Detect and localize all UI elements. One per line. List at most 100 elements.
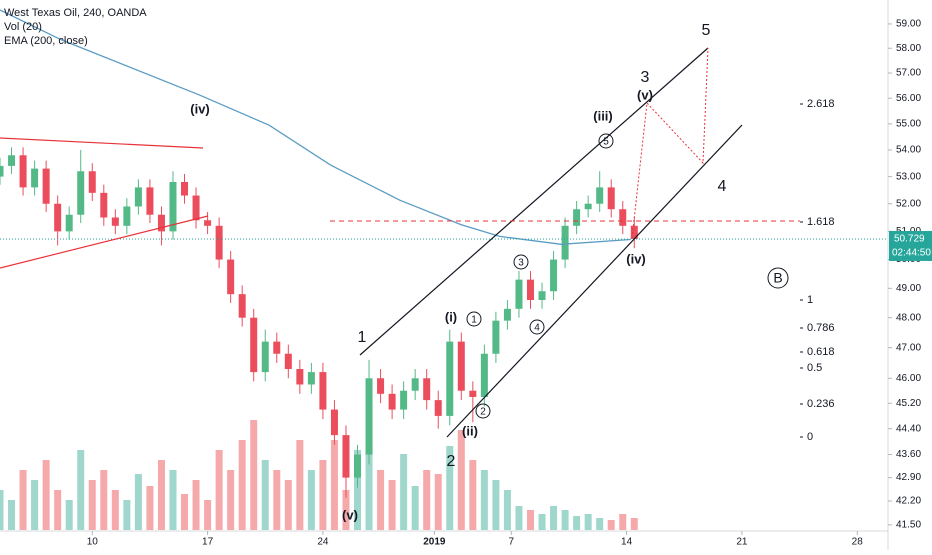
candle-body — [0, 165, 4, 177]
fib-label: 0.786 — [807, 322, 835, 334]
fib-label: 0.236 — [807, 398, 835, 410]
volume-bar — [111, 490, 119, 530]
circled-label: 1 — [471, 315, 477, 326]
candle-body — [273, 341, 281, 354]
circled-marker — [767, 267, 789, 289]
volume-bar — [0, 490, 4, 530]
y-tick-label: 52.00 — [896, 198, 921, 209]
candle-body — [250, 317, 258, 373]
candle-body — [573, 209, 581, 226]
volume-bar — [330, 440, 338, 530]
fib-label: 1 — [807, 294, 813, 306]
circled-marker — [513, 254, 529, 270]
candle-body — [111, 217, 119, 226]
y-tick-label: 41.50 — [896, 519, 921, 530]
candle-body — [88, 171, 96, 193]
y-tick-label: 48.00 — [896, 312, 921, 323]
candle-body — [492, 320, 500, 354]
volume-bar — [377, 470, 385, 530]
candle-body — [77, 171, 85, 215]
candle-body — [584, 203, 592, 210]
wave-label: 2 — [447, 453, 456, 470]
x-tick-label: 28 — [852, 537, 864, 548]
wave-label: 1 — [358, 329, 367, 346]
volume-bar — [515, 506, 523, 530]
candle-body — [204, 220, 212, 226]
wave-label: (i) — [445, 309, 457, 324]
countdown-label: 02:44:50 — [892, 248, 931, 259]
x-tick-label: 7 — [508, 537, 514, 548]
candle-body — [100, 192, 108, 218]
trend-line — [0, 137, 204, 149]
y-tick-label: 56.00 — [896, 93, 921, 104]
candle-body — [342, 435, 350, 478]
circled-label: 3 — [518, 258, 524, 269]
circled-label: 4 — [534, 323, 540, 334]
volume-bar — [388, 480, 396, 530]
annotations: (iv)1(i)2(ii)(v)(iii)3(v)54(iv)12345B2.6… — [190, 22, 834, 522]
volume-bar — [492, 480, 500, 530]
volume-bar — [365, 434, 373, 530]
volume-bar — [411, 486, 419, 530]
volume-bar — [146, 486, 154, 530]
candle-body — [134, 187, 142, 207]
volume-bar — [538, 514, 546, 530]
volume-bar — [446, 446, 454, 530]
last-price-label: 50.729 — [894, 234, 925, 245]
volume-bar — [619, 514, 627, 530]
trend-line — [0, 215, 209, 269]
y-tick-label: 42.20 — [896, 496, 921, 507]
candle-body — [480, 353, 488, 397]
candle-body — [365, 378, 373, 455]
volume-bar — [503, 490, 511, 530]
candle-body — [411, 378, 419, 391]
candle-body — [538, 291, 546, 301]
volume-bar — [469, 460, 477, 530]
chart-title: West Texas Oil, 240, OANDA — [4, 7, 147, 19]
volume-bar — [8, 500, 16, 530]
x-tick-label: 2019 — [423, 537, 446, 548]
ema-line — [0, 9, 631, 245]
y-tick-label: 55.00 — [896, 119, 921, 130]
volume-bar — [434, 474, 442, 530]
candle-body — [596, 187, 604, 204]
volume-bar — [561, 510, 569, 530]
projection-line — [631, 47, 709, 239]
volume-bar — [65, 500, 73, 530]
volume-bar — [480, 470, 488, 530]
candle-body — [319, 372, 327, 410]
volume-bar — [192, 480, 200, 530]
volume-bar — [596, 518, 604, 530]
wave-label: (iii) — [593, 108, 613, 123]
candle-body — [561, 225, 569, 260]
candle-body — [607, 187, 615, 210]
candle-body — [42, 168, 50, 204]
wave-label: 5 — [702, 22, 711, 39]
candle-body — [238, 294, 246, 318]
volume-bar — [77, 450, 85, 530]
circled-marker — [466, 311, 482, 327]
candle-body — [446, 341, 454, 416]
circled-label: 2 — [480, 407, 486, 418]
volume-bar — [284, 480, 292, 530]
y-tick-label: 54.00 — [896, 145, 921, 156]
circled-label: B — [773, 270, 782, 286]
wave-label: 4 — [718, 178, 727, 195]
x-tick-label: 10 — [87, 537, 99, 548]
fib-label: 0 — [807, 431, 813, 443]
circled-marker — [598, 133, 614, 149]
ema-legend: EMA (200, close) — [4, 35, 88, 47]
volume-bar — [550, 506, 558, 530]
wave-label: (v) — [637, 87, 653, 102]
candle-body — [169, 181, 177, 232]
circled-marker — [529, 319, 545, 335]
candle-body — [31, 168, 39, 188]
y-tick-label: 46.00 — [896, 373, 921, 384]
volume-bar — [573, 516, 581, 530]
volume-bar — [157, 460, 165, 530]
y-tick-label: 42.90 — [896, 472, 921, 483]
candle-body — [457, 341, 465, 391]
x-tick-label: 17 — [202, 537, 214, 548]
wave-label: (ii) — [462, 423, 478, 438]
